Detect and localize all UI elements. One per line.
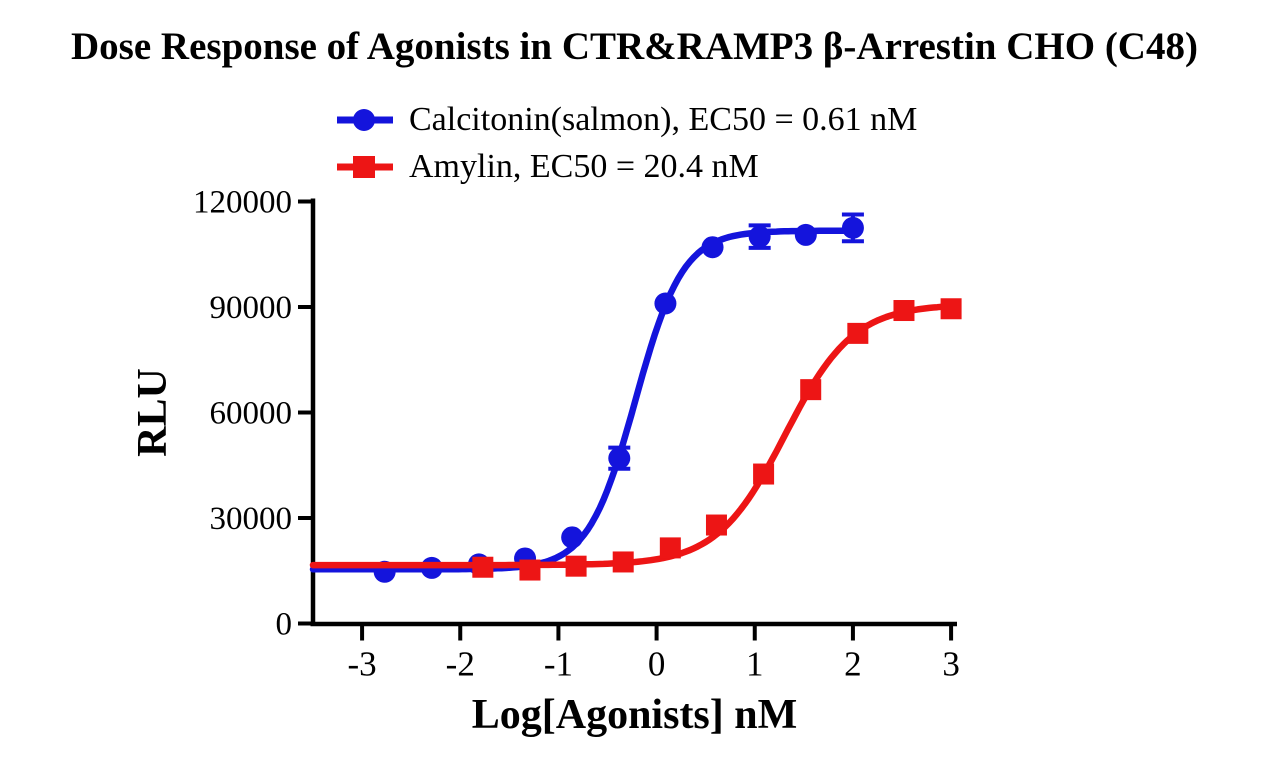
data-point-circle [794, 223, 817, 246]
x-tick-label: -2 [446, 645, 475, 684]
x-tick-label: -1 [544, 645, 573, 684]
data-point-square [565, 555, 587, 577]
data-point-circle [561, 526, 584, 549]
data-point-circle [748, 225, 771, 248]
data-point-circle [701, 236, 724, 259]
data-point-circle [654, 292, 677, 315]
data-point-square [800, 379, 822, 401]
data-point-square [940, 298, 962, 320]
legend: Calcitonin(salmon), EC50 = 0.61 nM Amyli… [337, 96, 917, 190]
y-axis-title: RLU [130, 368, 176, 457]
legend-marker-circle-icon [337, 108, 393, 131]
chart-title: Dose Response of Agonists in CTR&RAMP3 β… [71, 25, 1198, 68]
y-tick-label: 120000 [193, 185, 292, 221]
legend-label-amylin: Amylin, EC50 = 20.4 nM [409, 147, 759, 185]
data-point-square [893, 300, 915, 322]
y-tick-label: 90000 [210, 290, 293, 326]
data-point-circle [841, 216, 864, 239]
legend-item-calcitonin: Calcitonin(salmon), EC50 = 0.61 nM [337, 96, 917, 143]
x-tick-label: 0 [648, 645, 666, 684]
data-point-square [612, 551, 634, 573]
y-tick-label: 0 [276, 607, 293, 643]
data-point-square [519, 559, 541, 581]
data-point-circle [608, 447, 631, 470]
legend-marker-square-icon [337, 155, 393, 178]
legend-label-calcitonin: Calcitonin(salmon), EC50 = 0.61 nM [409, 100, 918, 138]
data-point-square [659, 537, 681, 559]
x-tick-label: 1 [746, 645, 764, 684]
fit-curve-calcitonin-salmon- [309, 227, 855, 573]
data-point-square [847, 322, 869, 344]
y-tick-label: 60000 [210, 396, 293, 432]
fit-curve-amylin [309, 303, 953, 569]
x-tick-label: 3 [942, 645, 960, 684]
data-point-square [472, 556, 494, 578]
data-point-square [705, 514, 727, 536]
x-axis-title: Log[Agonists] nM [472, 692, 798, 738]
y-tick-label: 30000 [210, 501, 293, 537]
data-point-square [753, 463, 775, 485]
x-tick-label: -3 [348, 645, 377, 684]
x-tick-label: 2 [844, 645, 862, 684]
legend-item-amylin: Amylin, EC50 = 20.4 nM [337, 143, 917, 190]
